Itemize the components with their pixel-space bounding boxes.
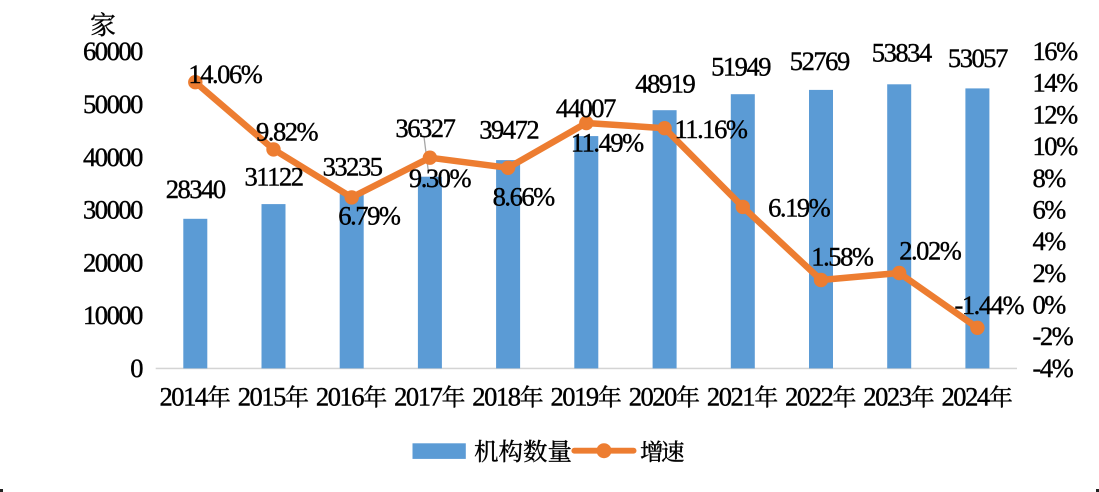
svg-text:2023: 2023 bbox=[863, 381, 911, 411]
svg-text:2020: 2020 bbox=[629, 381, 677, 411]
svg-text:9.82%: 9.82% bbox=[256, 117, 319, 147]
svg-text:9.30%: 9.30% bbox=[409, 163, 472, 193]
svg-text:2024: 2024 bbox=[942, 381, 990, 411]
svg-text:12%: 12% bbox=[1033, 99, 1079, 129]
svg-text:2019: 2019 bbox=[551, 381, 599, 411]
svg-text:6.79%: 6.79% bbox=[338, 200, 401, 230]
svg-text:28340: 28340 bbox=[166, 174, 226, 204]
svg-text:11.49%: 11.49% bbox=[571, 128, 644, 158]
svg-text:-2%: -2% bbox=[1033, 321, 1074, 351]
svg-text:30000: 30000 bbox=[83, 195, 143, 225]
svg-text:10%: 10% bbox=[1033, 131, 1079, 161]
svg-text:53057: 53057 bbox=[948, 43, 1008, 73]
svg-text:60000: 60000 bbox=[83, 36, 143, 66]
svg-text:52769: 52769 bbox=[790, 46, 850, 76]
svg-text:20000: 20000 bbox=[83, 247, 143, 277]
svg-text:0%: 0% bbox=[1033, 290, 1067, 320]
svg-text:16%: 16% bbox=[1033, 36, 1079, 66]
svg-text:2.02%: 2.02% bbox=[899, 236, 962, 266]
svg-text:0: 0 bbox=[130, 353, 143, 383]
svg-text:11.16%: 11.16% bbox=[674, 114, 747, 144]
svg-text:2018: 2018 bbox=[472, 381, 520, 411]
svg-text:8%: 8% bbox=[1033, 163, 1067, 193]
svg-text:6%: 6% bbox=[1033, 194, 1067, 224]
svg-text:14.06%: 14.06% bbox=[188, 59, 262, 89]
svg-text:2021: 2021 bbox=[707, 381, 754, 411]
svg-text:40000: 40000 bbox=[83, 142, 143, 172]
svg-text:36327: 36327 bbox=[395, 113, 455, 143]
svg-text:14%: 14% bbox=[1033, 68, 1079, 98]
svg-text:6.19%: 6.19% bbox=[768, 193, 831, 223]
svg-text:50000: 50000 bbox=[83, 89, 143, 119]
svg-text:44007: 44007 bbox=[556, 93, 616, 123]
svg-text:39472: 39472 bbox=[479, 114, 538, 144]
svg-text:-1.44%: -1.44% bbox=[955, 290, 1025, 320]
svg-text:2022: 2022 bbox=[785, 381, 832, 411]
svg-text:31122: 31122 bbox=[244, 162, 302, 192]
svg-text:48919: 48919 bbox=[635, 69, 695, 99]
svg-text:4%: 4% bbox=[1033, 226, 1067, 256]
svg-text:10000: 10000 bbox=[83, 300, 143, 330]
svg-text:-4%: -4% bbox=[1033, 353, 1074, 383]
svg-text:2014: 2014 bbox=[160, 381, 208, 411]
svg-text:1.58%: 1.58% bbox=[811, 241, 874, 271]
svg-text:2%: 2% bbox=[1033, 258, 1067, 288]
svg-text:8.66%: 8.66% bbox=[493, 181, 556, 211]
svg-text:53834: 53834 bbox=[872, 38, 932, 68]
svg-text:2017: 2017 bbox=[394, 381, 442, 411]
svg-text:2016: 2016 bbox=[316, 381, 364, 411]
svg-text:2015: 2015 bbox=[238, 381, 286, 411]
svg-text:33235: 33235 bbox=[323, 152, 383, 182]
svg-text:51949: 51949 bbox=[711, 51, 771, 81]
